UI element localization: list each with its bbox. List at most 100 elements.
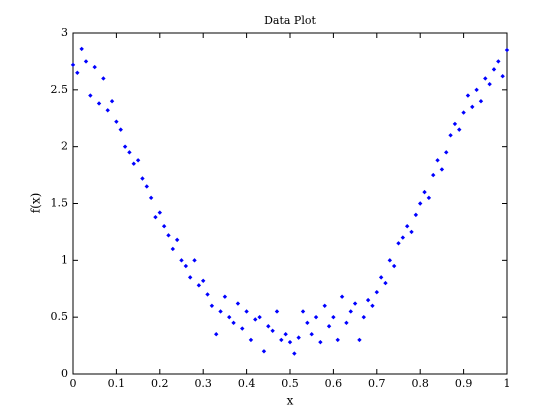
point [361,314,366,320]
x-tick-label: 0.4 [238,377,256,390]
y-tick-label: 0.5 [51,310,69,323]
point [378,275,384,280]
point [387,258,393,263]
point [504,47,510,53]
point [92,64,97,70]
point [283,332,288,337]
point [326,324,332,329]
x-tick-label: 0.1 [108,377,126,390]
point [235,301,241,306]
x-tick-label: 0.8 [411,377,429,390]
point [335,337,340,343]
point [161,224,167,229]
point [144,184,149,189]
point [348,309,353,314]
point [435,158,440,163]
y-tick-label: 0 [61,367,68,380]
point [187,275,193,280]
point [357,337,362,343]
x-axis-label: x [287,394,294,408]
x-tick-label: 0.5 [281,377,299,390]
point [75,70,80,75]
x-tick-label: 0.6 [325,377,343,390]
point [148,195,154,201]
point [122,144,128,149]
x-tick-label: 0.2 [151,377,169,390]
point [500,73,505,79]
point [192,258,197,263]
point [105,108,110,113]
y-axis-label: f(x) [29,193,43,214]
point [452,121,458,127]
point [96,101,102,106]
point [253,317,258,322]
point [114,119,119,124]
point [166,233,171,238]
point [244,309,249,314]
point [444,150,449,155]
point [179,258,184,263]
point [88,93,93,98]
point [409,229,414,235]
point [153,214,158,220]
plot-area [72,32,508,375]
y-tick-label: 3 [61,26,68,39]
point [457,127,462,132]
point [474,87,479,93]
point [274,309,280,314]
point [109,99,115,104]
point [218,309,223,314]
point [287,339,293,345]
point [404,224,410,229]
point [370,303,375,308]
point [313,314,319,320]
point [396,241,401,246]
point [261,349,267,354]
point [322,303,327,308]
point [365,297,371,303]
point [79,46,84,52]
point [487,81,492,87]
point [70,62,76,68]
point [465,93,471,98]
point [205,292,210,297]
point [309,332,314,337]
point [127,150,132,155]
point [140,176,145,181]
point [214,332,219,337]
point [413,212,419,218]
point [483,76,488,81]
point [231,320,236,326]
point [183,263,189,269]
point [331,314,336,320]
point [400,235,406,240]
point [439,167,445,172]
point [339,294,345,299]
y-tick-label: 1 [61,253,68,266]
point [118,127,123,132]
point [418,201,423,206]
x-tick-label: 0 [70,377,77,390]
x-tick-label: 0.3 [194,377,212,390]
point [131,161,136,166]
point [222,294,228,299]
point [170,246,176,252]
point [174,237,180,243]
point [391,263,397,269]
point [300,309,306,314]
point [305,320,310,326]
point [318,339,323,345]
point [257,314,262,320]
chart-title: Data Plot [264,14,316,27]
point [266,324,271,329]
point [135,158,141,163]
point [461,110,466,115]
point [422,189,427,195]
point [344,320,349,326]
point [209,303,215,308]
point [101,76,106,81]
point [374,289,379,295]
point [201,278,206,283]
point [292,351,297,356]
